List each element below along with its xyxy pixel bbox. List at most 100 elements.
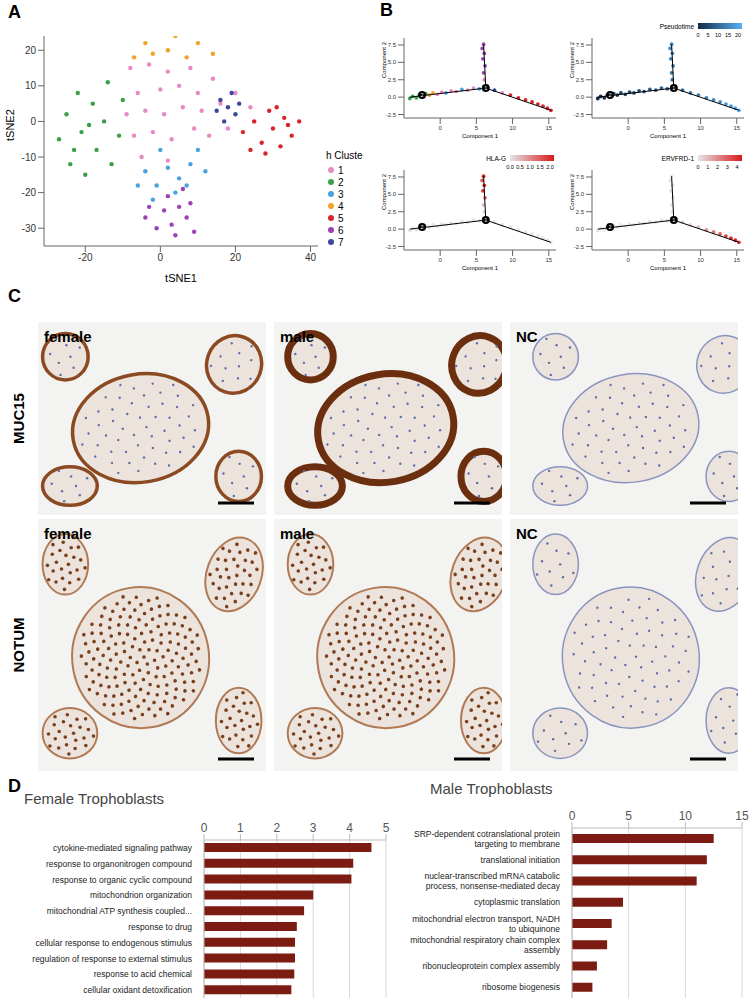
svg-text:cellular oxidant detoxificatio: cellular oxidant detoxification — [83, 985, 192, 995]
svg-text:cytoplasmic translation: cytoplasmic translation — [474, 897, 560, 907]
svg-text:1: 1 — [484, 217, 487, 223]
svg-text:15: 15 — [545, 125, 552, 131]
svg-text:0: 0 — [696, 164, 699, 170]
svg-text:tSNE2: tSNE2 — [4, 109, 16, 141]
svg-text:2: 2 — [716, 164, 719, 170]
svg-text:0: 0 — [627, 257, 631, 263]
svg-text:10: 10 — [509, 257, 516, 263]
svg-text:ribonucleoprotein complex asse: ribonucleoprotein complex assembly — [423, 961, 561, 971]
svg-text:NC: NC — [516, 525, 538, 542]
svg-text:Component 1: Component 1 — [462, 133, 499, 139]
svg-text:7.5: 7.5 — [576, 174, 585, 180]
svg-text:0: 0 — [439, 257, 443, 263]
svg-text:-10: -10 — [22, 152, 37, 163]
svg-text:-2.5: -2.5 — [386, 244, 397, 250]
svg-text:10: 10 — [697, 125, 704, 131]
svg-text:5: 5 — [663, 257, 667, 263]
svg-text:2.5: 2.5 — [388, 209, 397, 215]
svg-text:Component 2: Component 2 — [569, 173, 575, 210]
svg-text:5.0: 5.0 — [388, 191, 397, 197]
svg-text:2: 2 — [421, 92, 424, 98]
svg-text:Component 2: Component 2 — [569, 41, 575, 78]
svg-text:Component 1: Component 1 — [650, 133, 687, 139]
svg-text:15: 15 — [733, 257, 740, 263]
svg-text:0.0: 0.0 — [388, 94, 397, 100]
svg-text:-2.5: -2.5 — [574, 112, 585, 118]
svg-text:20: 20 — [735, 32, 741, 38]
svg-text:5: 5 — [475, 125, 479, 131]
svg-text:5: 5 — [706, 32, 709, 38]
svg-text:Component 2: Component 2 — [381, 173, 387, 210]
svg-text:Pseudotime: Pseudotime — [660, 23, 695, 30]
svg-text:cytokine-mediated signaling pa: cytokine-mediated signaling pathway — [53, 843, 193, 853]
svg-text:regulation of response to exte: regulation of response to external stimu… — [32, 954, 192, 964]
svg-text:1: 1 — [672, 217, 675, 223]
svg-text:1: 1 — [672, 85, 675, 91]
svg-text:0.0: 0.0 — [388, 226, 397, 232]
svg-text:tSNE1: tSNE1 — [165, 272, 197, 284]
svg-text:15: 15 — [733, 125, 740, 131]
svg-text:ERVFRD-1: ERVFRD-1 — [662, 155, 695, 162]
svg-text:0: 0 — [569, 809, 576, 823]
svg-text:mitochondrial respiratory chai: mitochondrial respiratory chain complexa… — [410, 935, 561, 955]
svg-text:MUC15: MUC15 — [10, 393, 27, 444]
svg-text:5: 5 — [475, 257, 479, 263]
svg-text:0.0: 0.0 — [506, 164, 514, 170]
svg-text:ribosome biogenesis: ribosome biogenesis — [482, 982, 560, 992]
svg-text:female: female — [44, 328, 92, 345]
svg-text:4: 4 — [346, 821, 353, 835]
svg-text:5: 5 — [625, 809, 632, 823]
svg-text:15: 15 — [545, 257, 552, 263]
svg-text:1: 1 — [237, 821, 244, 835]
svg-text:0: 0 — [627, 125, 631, 131]
svg-text:HLA-G: HLA-G — [486, 155, 506, 162]
svg-text:mitochondrial electron transpo: mitochondrial electron transport, NADHto… — [412, 914, 560, 934]
svg-text:-30: -30 — [22, 223, 37, 234]
svg-text:cellular response to endogenou: cellular response to endogenous stimulus — [36, 938, 192, 948]
svg-text:3: 3 — [726, 164, 729, 170]
svg-text:male: male — [280, 525, 314, 542]
svg-text:2: 2 — [421, 224, 424, 230]
svg-text:-20: -20 — [78, 252, 93, 263]
svg-text:response to organic cyclic com: response to organic cyclic compound — [52, 875, 192, 885]
svg-text:2: 2 — [273, 821, 280, 835]
svg-text:5: 5 — [383, 821, 390, 835]
svg-text:response to organonitrogen com: response to organonitrogen compound — [46, 859, 192, 869]
svg-text:0: 0 — [696, 32, 699, 38]
svg-text:Component 1: Component 1 — [462, 265, 499, 271]
svg-text:2.0: 2.0 — [546, 164, 554, 170]
svg-text:1: 1 — [706, 164, 709, 170]
svg-text:-20: -20 — [22, 187, 37, 198]
svg-text:15: 15 — [725, 32, 731, 38]
svg-text:0: 0 — [158, 252, 164, 263]
svg-text:2: 2 — [609, 224, 612, 230]
svg-text:NOTUM: NOTUM — [10, 618, 27, 673]
svg-text:10: 10 — [715, 32, 721, 38]
svg-text:3: 3 — [310, 821, 317, 835]
svg-text:SRP-dependent cotranslational: SRP-dependent cotranslational proteintar… — [414, 829, 560, 849]
svg-text:NC: NC — [516, 328, 538, 345]
svg-text:7.5: 7.5 — [388, 174, 397, 180]
svg-text:0.0: 0.0 — [576, 94, 585, 100]
svg-text:7.5: 7.5 — [576, 42, 585, 48]
svg-text:1: 1 — [484, 85, 487, 91]
svg-text:mitochondrial ATP synthesis co: mitochondrial ATP synthesis coupled... — [47, 906, 192, 916]
svg-text:translational initiation: translational initiation — [481, 855, 561, 865]
svg-text:5: 5 — [663, 125, 667, 131]
svg-text:female: female — [44, 525, 92, 542]
svg-text:5.0: 5.0 — [576, 59, 585, 65]
svg-text:Component 1: Component 1 — [650, 265, 687, 271]
svg-text:0.0: 0.0 — [576, 226, 585, 232]
svg-text:0: 0 — [201, 821, 208, 835]
svg-text:2.5: 2.5 — [388, 77, 397, 83]
svg-text:-2.5: -2.5 — [386, 112, 397, 118]
svg-text:-2.5: -2.5 — [574, 244, 585, 250]
svg-text:5.0: 5.0 — [576, 191, 585, 197]
svg-text:20: 20 — [230, 252, 242, 263]
svg-text:0: 0 — [30, 116, 36, 127]
svg-text:10: 10 — [25, 80, 37, 91]
svg-text:5.0: 5.0 — [388, 59, 397, 65]
svg-text:7.5: 7.5 — [388, 42, 397, 48]
svg-text:1.5: 1.5 — [536, 164, 544, 170]
svg-text:10: 10 — [697, 257, 704, 263]
